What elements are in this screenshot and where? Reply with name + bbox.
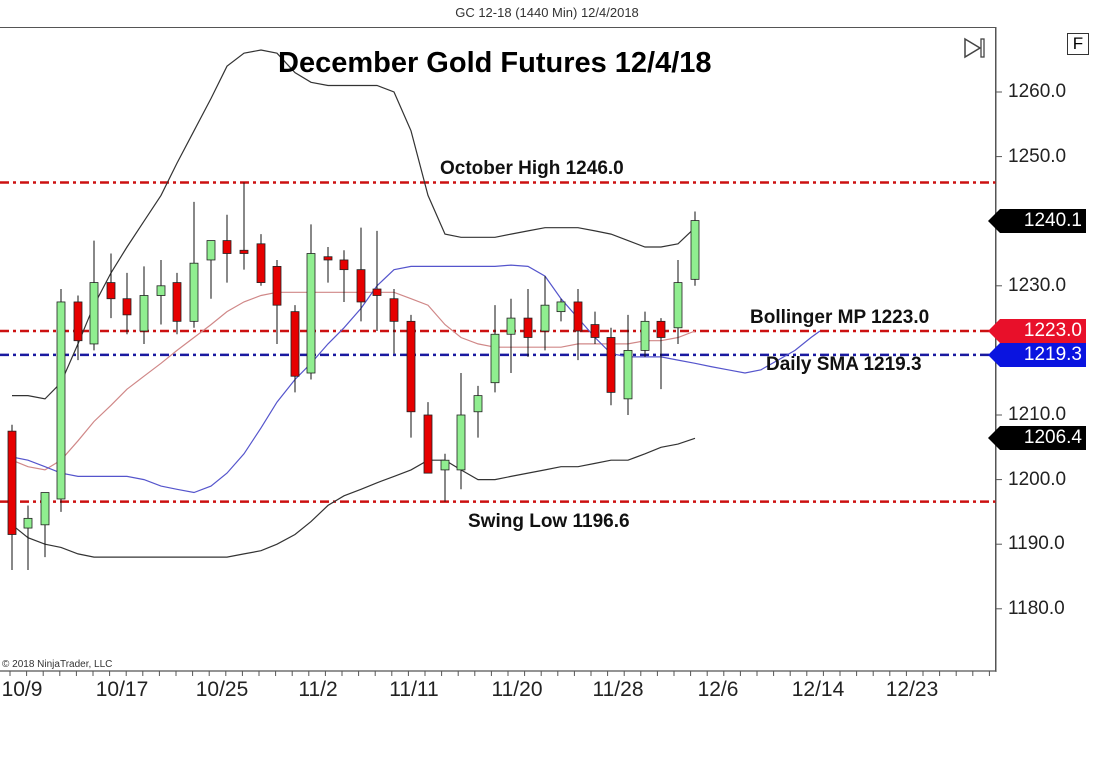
x-tick-label: 11/2 [298, 678, 338, 701]
indicator-line [11, 437, 696, 558]
y-tick-label: 1250.0 [1008, 145, 1067, 167]
candle [656, 320, 666, 338]
price-tag-last: 1206.4 [988, 426, 1086, 451]
tag-arrow-icon [988, 319, 1000, 344]
candle [690, 220, 700, 280]
annotation-label: Bollinger MP 1223.0 [750, 307, 930, 328]
y-tick-label: 1190.0 [1008, 533, 1065, 555]
candle [406, 320, 416, 413]
price-tag-value: 1240.1 [1023, 209, 1082, 231]
x-tick-label: 12/6 [697, 678, 739, 701]
candle [139, 295, 149, 332]
candle [122, 298, 132, 316]
candle [206, 240, 216, 261]
candle [473, 395, 483, 413]
candle [523, 317, 533, 338]
candle [239, 249, 249, 254]
x-tick-label: 12/14 [791, 678, 845, 701]
x-tick-label: 11/28 [592, 678, 644, 701]
candle [372, 288, 382, 296]
candlestick-chart [0, 27, 1002, 676]
candle [556, 301, 566, 313]
candle [339, 259, 349, 271]
price-tag-last: 1240.1 [988, 208, 1086, 233]
candle [23, 517, 33, 529]
candle [290, 311, 300, 377]
tag-arrow-icon [988, 208, 1000, 233]
f-button[interactable]: F [1067, 33, 1089, 55]
candle [172, 282, 182, 322]
indicator-line [12, 49, 696, 400]
candle [256, 243, 266, 283]
candle [306, 253, 316, 374]
price-tag-value: 1223.0 [1023, 320, 1082, 342]
y-tick-label: 1180.0 [1008, 597, 1065, 619]
candle [189, 262, 199, 322]
x-tick-label: 10/25 [195, 678, 249, 701]
candle [156, 285, 166, 296]
price-tag-bb: 1223.0 [988, 319, 1086, 344]
indicator-line [11, 264, 821, 494]
chart-title: December Gold Futures 12/4/18 [278, 47, 712, 79]
candle [640, 320, 650, 351]
y-tick-label: 1230.0 [1008, 274, 1067, 296]
candle [440, 459, 450, 471]
candle [606, 337, 616, 393]
candle [73, 301, 83, 342]
candle [356, 269, 366, 303]
y-tick-label: 1210.0 [1008, 404, 1067, 425]
candle [423, 414, 433, 474]
price-tag-sma: 1219.3 [988, 342, 1086, 367]
copyright-text: © 2018 NinjaTrader, LLC [2, 659, 113, 670]
candle [540, 304, 550, 332]
candle [456, 414, 466, 471]
annotation-label: October High 1246.0 [440, 158, 624, 179]
candle [89, 282, 99, 345]
chart-caption: GC 12-18 (1440 Min) 12/4/2018 [455, 5, 639, 20]
candle [590, 324, 600, 338]
annotation-label: Daily SMA 1219.3 [766, 354, 922, 375]
annotation-label: Swing Low 1196.6 [468, 511, 630, 532]
chart-frame: December Gold Futures 12/4/18 F October … [0, 27, 1094, 760]
price-tag-value: 1206.4 [1023, 427, 1082, 449]
tag-arrow-icon [988, 426, 1000, 451]
candle [573, 301, 583, 332]
candle [623, 349, 633, 400]
candle [272, 266, 282, 306]
x-tick-label: 11/20 [491, 678, 543, 701]
candle [389, 298, 399, 322]
candle [56, 301, 66, 500]
candle [7, 430, 17, 535]
candle [323, 256, 333, 261]
x-tick-label: 10/9 [1, 678, 43, 701]
candle [222, 240, 232, 254]
candle [106, 282, 116, 300]
candle [506, 317, 516, 335]
candle [40, 492, 50, 526]
y-tick-label: 1260.0 [1008, 81, 1067, 102]
tag-arrow-icon [988, 342, 1000, 367]
indicator-line [11, 291, 696, 471]
x-tick-label: 10/17 [95, 678, 149, 701]
x-tick-label: 11/11 [389, 678, 439, 701]
price-tag-value: 1219.3 [1023, 343, 1082, 365]
scroll-to-end-icon[interactable] [962, 37, 988, 59]
candle [490, 333, 500, 384]
candle [673, 282, 683, 329]
y-tick-label: 1200.0 [1008, 468, 1067, 490]
x-tick-label: 12/23 [885, 678, 939, 701]
